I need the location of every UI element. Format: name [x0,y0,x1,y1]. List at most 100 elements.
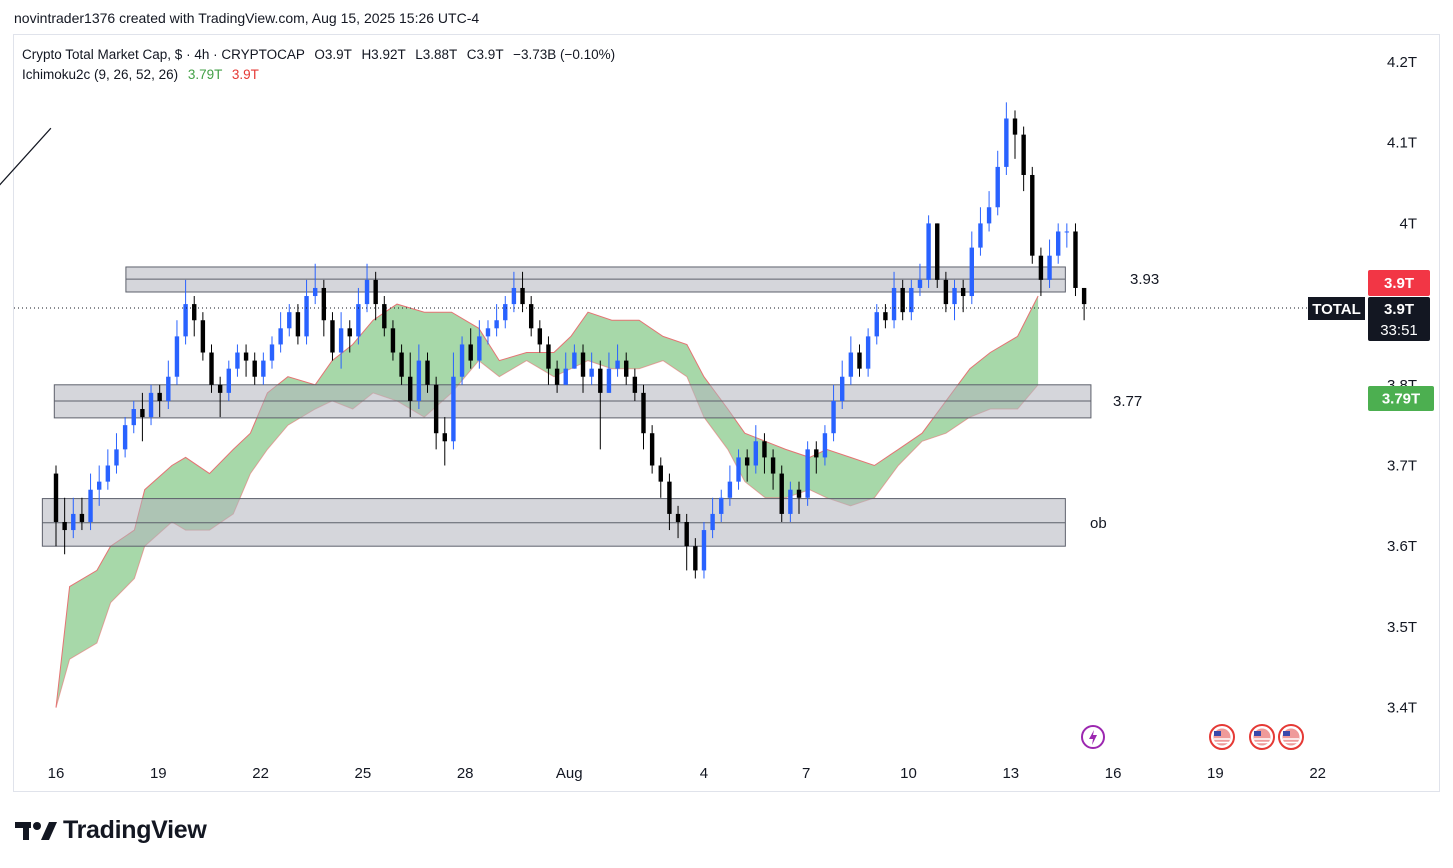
time-tick-label: 16 [48,765,65,782]
candle-body [416,360,422,401]
candle-body [269,344,275,361]
candle-body [744,457,750,466]
candle-body [624,360,629,377]
candle-body [693,546,698,571]
candle-body [632,376,638,393]
candle-body [589,368,594,377]
candle-body [459,344,465,377]
candle-body [174,336,180,377]
candle-body [874,312,879,337]
candle-body [978,223,983,248]
tradingview-footer[interactable]: TradingView [15,816,207,845]
time-tick-label: 28 [457,765,474,782]
candle-body [701,530,707,571]
candle-body [243,352,249,361]
candle-body [477,336,482,361]
time-tick-label: 22 [252,765,269,782]
us-flag-canton [1283,731,1290,736]
zone-label-1: 3.93 [1130,271,1159,288]
time-tick-label: 16 [1105,765,1122,782]
candle-body [883,312,888,321]
candle-body [148,392,154,418]
candle-body [736,457,741,482]
ohlc-close: C3.9T [466,47,504,62]
candle-body [131,409,136,426]
candle-body [1030,174,1035,256]
candle-body [451,376,456,442]
ohlc-low: L3.88T [415,47,458,62]
time-tick-label: 7 [802,765,810,782]
candle-body [710,513,715,531]
candle-body [105,465,111,482]
candle-body [580,352,586,377]
candle-body [572,352,577,369]
candle-body [442,433,447,442]
time-tick-label: 13 [1002,765,1019,782]
price-tick-label: 3.4T [1387,700,1417,717]
current-price-badge: 3.9T [1384,301,1414,318]
symbol-badge[interactable]: TOTAL [1312,301,1361,318]
candle-body [1064,231,1070,233]
candle-body [390,328,396,353]
trendline[interactable] [0,127,52,527]
candle-body [615,360,620,369]
tradingview-logo-icon [15,821,57,840]
symbol-description[interactable]: Crypto Total Market Cap, $ · 4h · CRYPTO… [22,47,305,62]
candle-body [606,368,612,393]
candle-body [969,247,974,297]
candle-body [192,304,197,321]
indicator-name[interactable]: Ichimoku2c (9, 26, 52, 26) [22,67,179,82]
candle-body [684,521,689,547]
bar-countdown: 33:51 [1380,322,1418,339]
candle-body [520,287,525,305]
candle-body [71,513,76,531]
candle-body [408,376,413,401]
time-tick-label: 19 [150,765,167,782]
indicator-value-lead: 3.79T [187,67,223,82]
candle-body [494,320,499,329]
candle-body [122,425,128,450]
candle-body [209,352,214,385]
last-price-badge-bg [1368,270,1430,296]
candle-body [917,279,923,288]
candle-body [261,360,266,377]
candle-body [857,352,862,369]
candle-body [1047,255,1052,280]
current-price-badge-bg [1368,297,1430,341]
zone-label-3: ob [1090,515,1107,532]
candle-body [433,384,439,434]
candle-body [356,304,361,337]
candle-body [252,360,257,377]
candle-body [926,223,931,280]
candle-body [719,497,724,514]
us-flag-canton [1254,731,1261,736]
zone-label-2: 3.77 [1113,393,1142,410]
candle-body [995,166,1000,208]
candle-body [667,481,672,514]
ohlc-change: −3.73B (−0.10%) [513,47,616,62]
candle-body [960,287,966,297]
candle-body [1004,118,1009,167]
time-tick-label: 4 [700,765,708,782]
tradingview-wordmark: TradingView [63,816,207,844]
time-tick-label: 25 [355,765,372,782]
candle-body [1012,118,1018,135]
candle-body [554,368,560,385]
candle-body [986,207,992,224]
candle-body [321,287,327,321]
candle-body [226,368,231,393]
candle-body [295,312,301,337]
candle-body [796,489,802,498]
candle-body [312,287,318,297]
ohlc-high: H3.92T [361,47,406,62]
candle-body [814,449,819,458]
candle-body [364,279,370,305]
candle-body [511,287,517,305]
candle-body [1081,287,1087,305]
candle-body [891,287,897,321]
price-tick-label: 3.6T [1387,538,1417,555]
candle-body [528,304,534,329]
time-tick-label: 10 [900,765,917,782]
candle-body [641,392,646,434]
